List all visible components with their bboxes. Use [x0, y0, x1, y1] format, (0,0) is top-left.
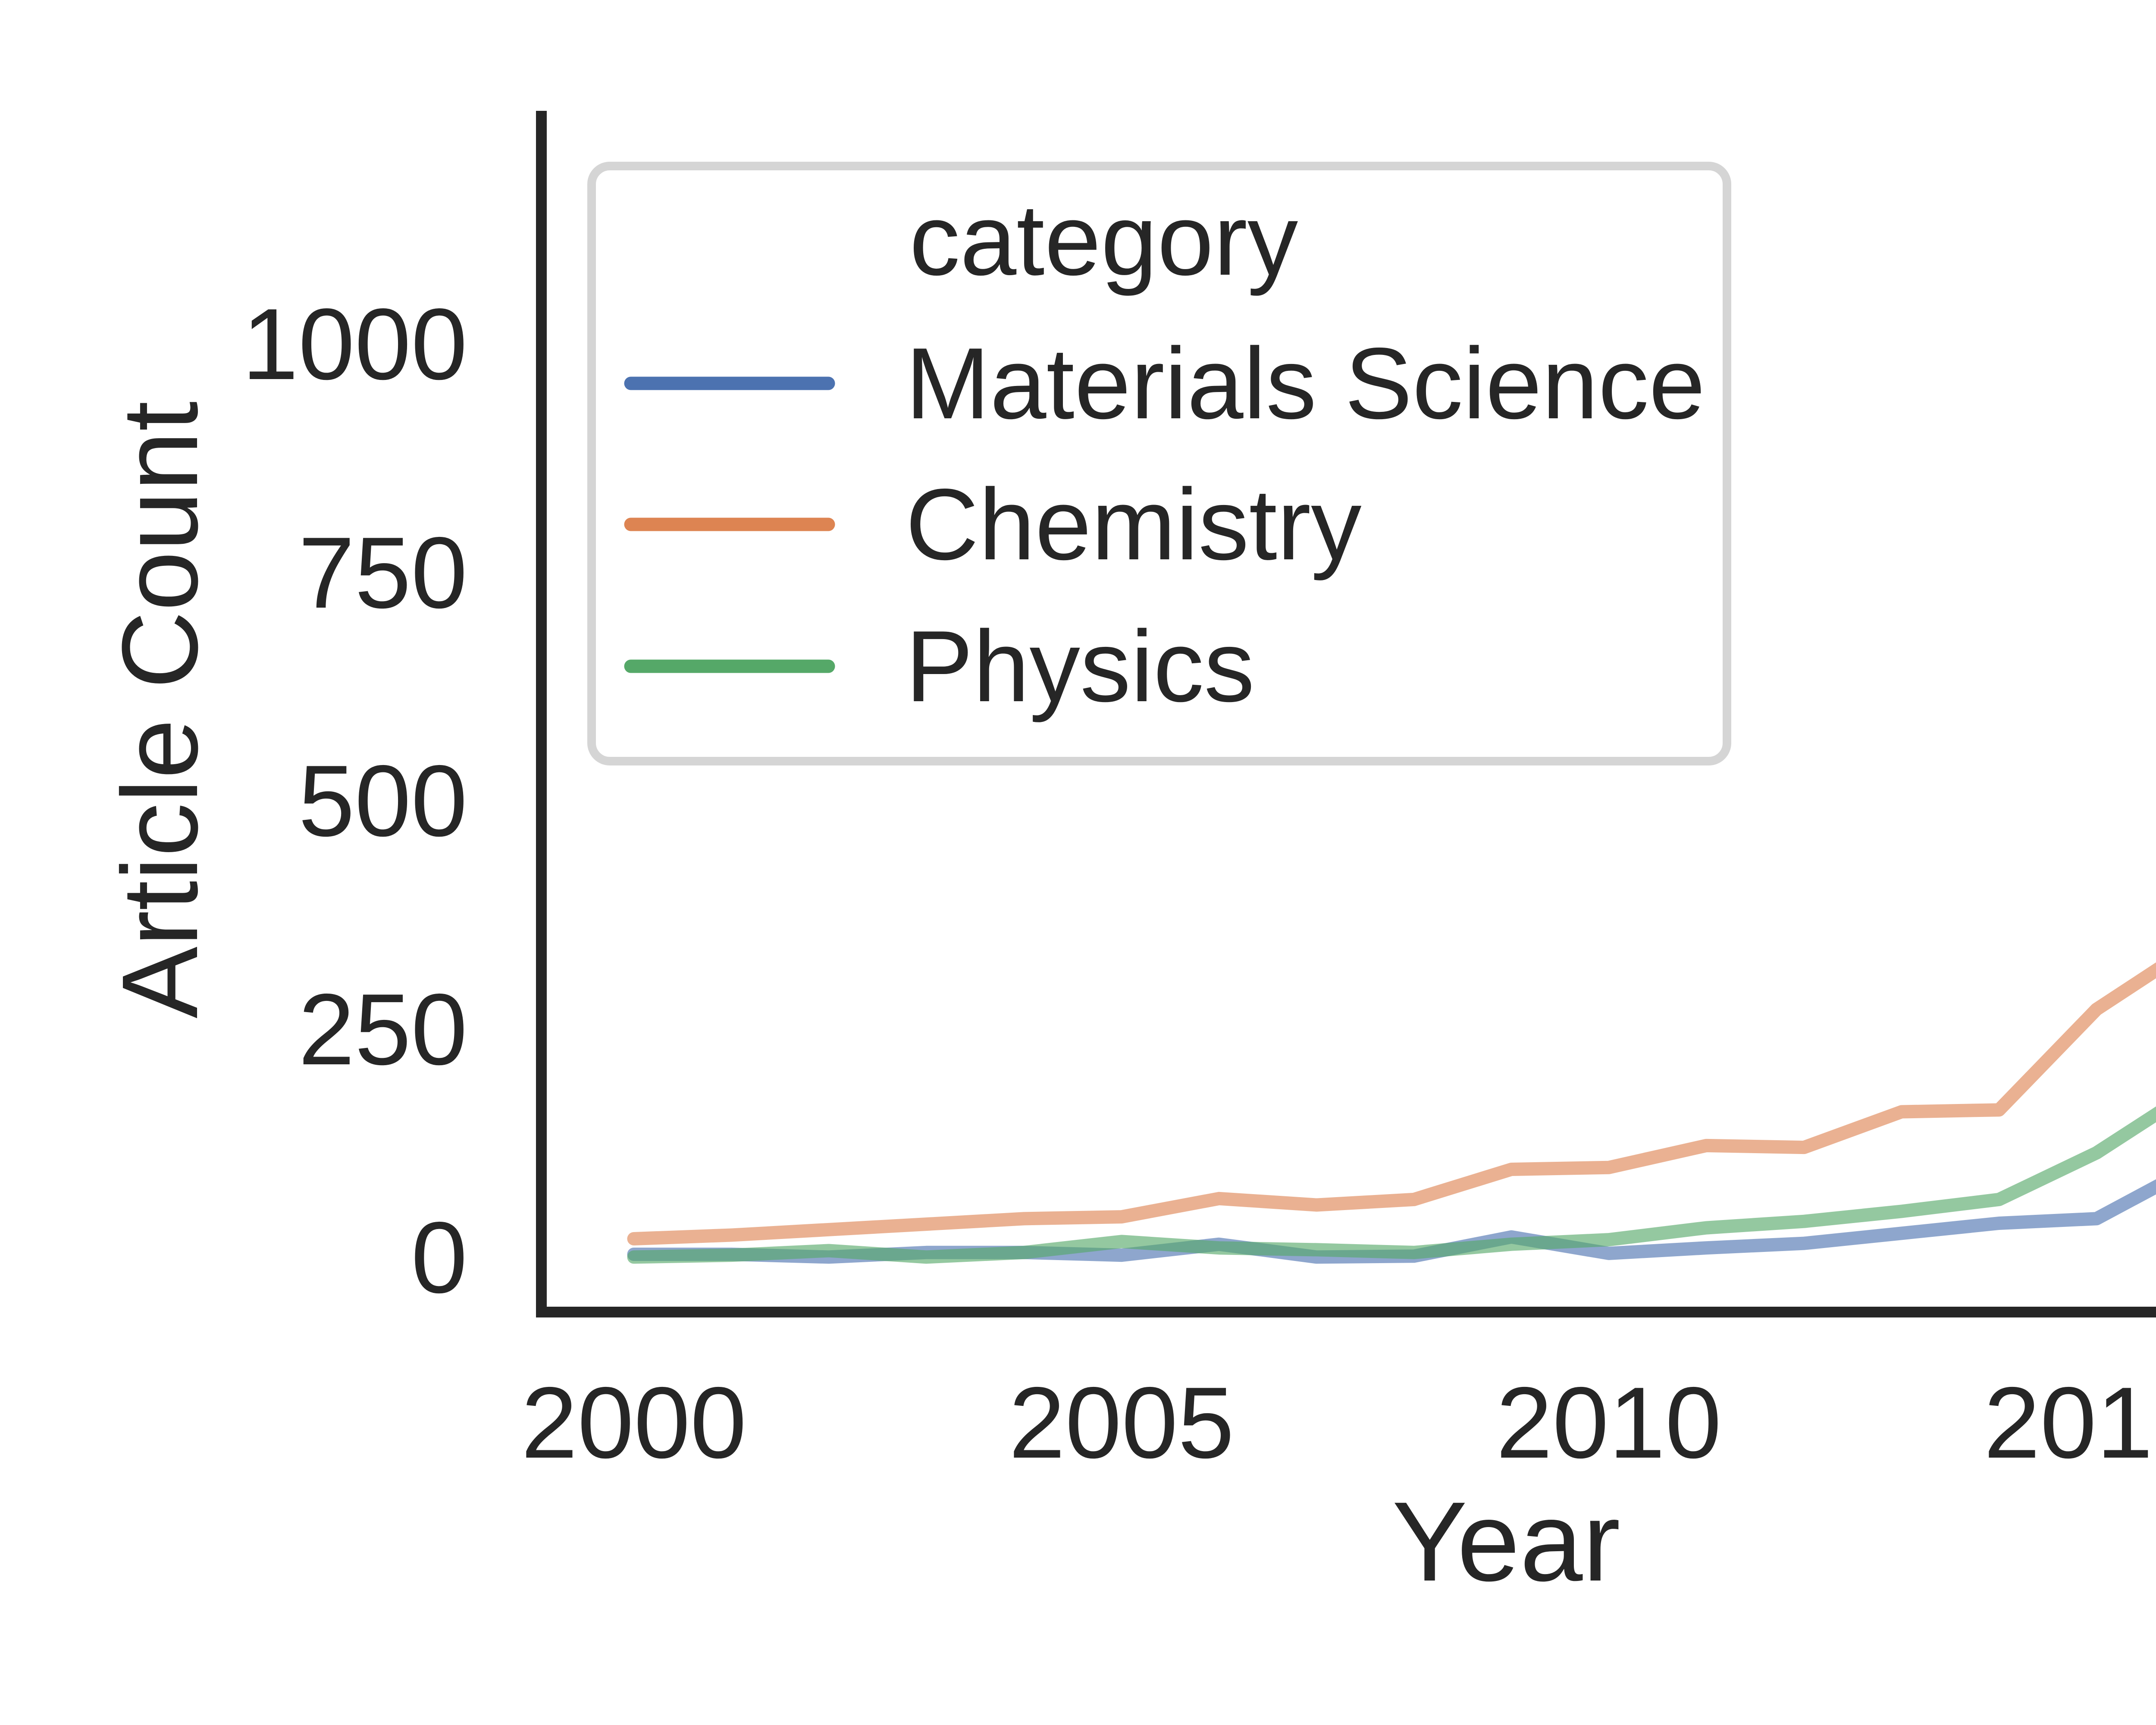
svg-text:Physics: Physics [906, 609, 1255, 723]
svg-text:750: 750 [298, 516, 467, 629]
svg-text:0: 0 [411, 1201, 467, 1314]
svg-text:500: 500 [298, 744, 467, 857]
svg-text:Year: Year [1392, 1478, 1620, 1605]
svg-text:category: category [909, 183, 1298, 296]
svg-text:2015: 2015 [1984, 1366, 2156, 1479]
svg-text:250: 250 [298, 972, 467, 1086]
svg-text:2005: 2005 [1009, 1366, 1235, 1479]
svg-text:Article Count: Article Count [100, 401, 220, 1018]
svg-text:Chemistry: Chemistry [906, 467, 1362, 581]
svg-text:1000: 1000 [242, 287, 467, 401]
svg-text:2000: 2000 [521, 1366, 747, 1479]
svg-text:Materials Science: Materials Science [906, 326, 1705, 440]
svg-text:2010: 2010 [1496, 1366, 1722, 1479]
